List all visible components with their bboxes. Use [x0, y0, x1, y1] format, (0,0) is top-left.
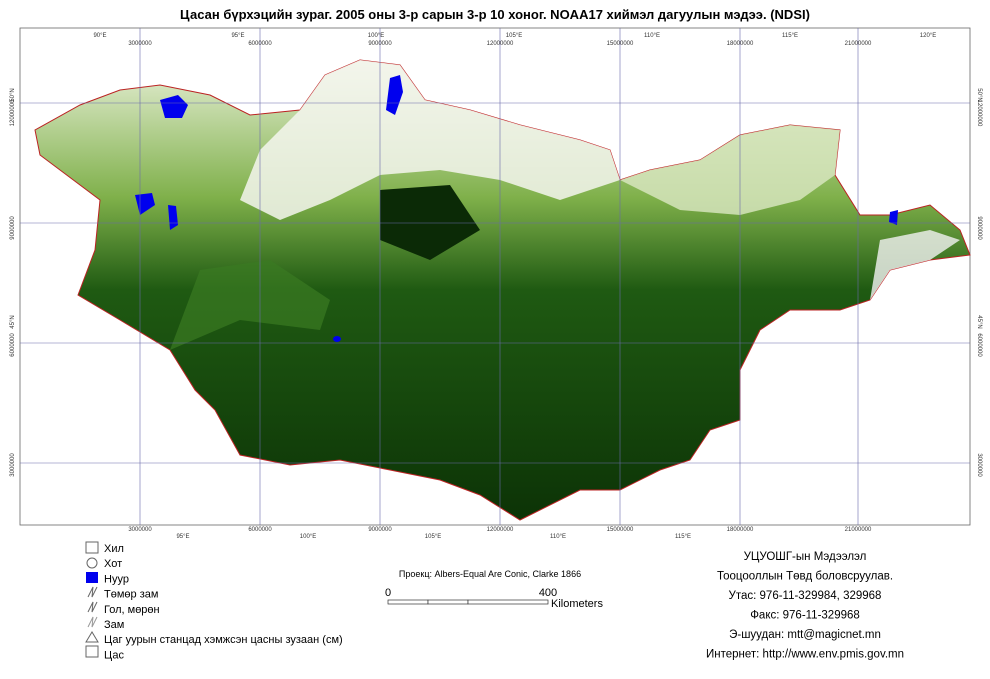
grid-label: 100°E: [368, 33, 384, 39]
grid-label: 45°N: [10, 315, 16, 328]
grid-label: 12000000: [10, 99, 16, 126]
grid-label: 15000000: [607, 41, 634, 47]
country-shape: [34, 59, 971, 521]
grid-label: 3000000: [128, 527, 152, 533]
grid-label: 9000000: [10, 216, 16, 240]
grid-label: 45°N: [976, 315, 982, 328]
grid-label: 100°E: [300, 534, 316, 540]
grid-label: 120°E: [920, 33, 936, 39]
grid-label: 6000000: [10, 333, 16, 357]
grid-label: 18000000: [727, 41, 754, 47]
grid-label: 3000000: [976, 453, 982, 477]
scale-end: 400: [539, 587, 557, 599]
grid-label: 6000000: [976, 333, 982, 357]
legend: Хил Хот Нуур Төмөр зам Гол, мөрөн Зам Цаг ууры…: [85, 541, 343, 661]
credit-line: Э-шуудан: mtt@magicnet.mn: [729, 629, 881, 641]
grid-label: 6000000: [248, 41, 272, 47]
legend-label: Гол, мөрөн: [104, 604, 160, 616]
legend-label: Төмөр зам: [104, 589, 158, 601]
grid-label: 110°E: [550, 534, 566, 540]
grid-label: 18000000: [727, 527, 754, 533]
credits: УЦУОШГ-ын Мэдээлэл Тооцооллын Төвд боловс…: [706, 551, 904, 661]
grid-label: 21000000: [845, 41, 872, 47]
grid-label: 90°E: [93, 33, 106, 39]
grid-label: 12000000: [487, 527, 514, 533]
grid-label: 115°E: [782, 33, 798, 39]
grid: [20, 28, 970, 525]
grid-labels: 90°E 95°E 100°E 105°E 110°E 115°E 120°E 3000000…: [10, 33, 982, 540]
grid-label: 110°E: [644, 33, 660, 39]
grid-label: 50°N: [976, 88, 982, 101]
legend-label: Цас: [104, 649, 124, 661]
legend-label: Цаг уурын станцад хэмжсэн цасны зузаан (…: [104, 634, 343, 646]
legend-label: Хот: [104, 558, 122, 570]
credit-line: Утас: 976-11-329984, 329968: [729, 590, 882, 602]
grid-label: 9000000: [976, 216, 982, 240]
grid-label: 95°E: [231, 33, 244, 39]
grid-label: 9000000: [368, 527, 392, 533]
grid-label: 6000000: [248, 527, 272, 533]
grid-label: 15000000: [607, 527, 634, 533]
scale-bar: 0 400 Kilometers: [385, 587, 604, 610]
grid-label: 50°N: [10, 88, 16, 101]
grid-label: 9000000: [368, 41, 392, 47]
credit-line: УЦУОШГ-ын Мэдээлэл: [744, 551, 867, 563]
scale-start: 0: [385, 587, 391, 599]
credit-line: Интернет: http://www.env.pmis.gov.mn: [706, 649, 904, 661]
legend-label: Нуур: [104, 573, 129, 585]
credit-line: Факс: 976-11-329968: [750, 610, 860, 622]
legend-label: Зам: [104, 619, 124, 631]
grid-label: 21000000: [845, 527, 872, 533]
grid-label: 105°E: [425, 534, 441, 540]
grid-label: 12000000: [976, 100, 982, 127]
credit-line: Тооцооллын Төвд боловсруулав.: [717, 571, 893, 583]
legend-label: Хил: [104, 543, 124, 555]
projection: Проекц: Albers-Equal Are Conic, Clarke 1…: [399, 569, 581, 579]
grid-label: 3000000: [10, 453, 16, 477]
grid-label: 3000000: [128, 41, 152, 47]
grid-label: 105°E: [506, 33, 522, 39]
grid-label: 12000000: [487, 41, 514, 47]
grid-label: 115°E: [675, 534, 691, 540]
scale-unit: Kilometers: [551, 598, 603, 610]
map-title: Цасан бүрхэцийн зураг. 2005 оны 3-р сары…: [180, 7, 810, 22]
grid-label: 95°E: [176, 534, 189, 540]
